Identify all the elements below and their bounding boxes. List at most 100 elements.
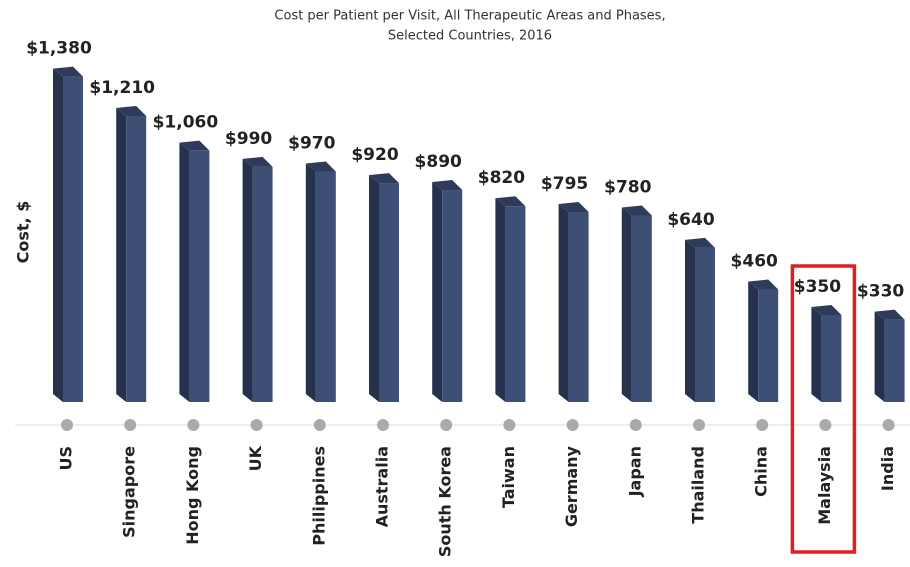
- value-label: $1,210: [89, 78, 155, 98]
- category-dot: [124, 419, 137, 431]
- x-tick-label: Taiwan: [499, 446, 518, 508]
- value-label: $460: [731, 252, 778, 272]
- bar-side: [305, 163, 316, 402]
- x-tick-label: Germany: [562, 445, 581, 527]
- value-label: $640: [667, 210, 714, 230]
- x-tick-label: Philippines: [309, 446, 328, 546]
- bar-front: [189, 150, 210, 402]
- value-label: $820: [478, 168, 525, 188]
- x-tick-label: Hong Kong: [183, 446, 202, 545]
- bar-front: [252, 166, 273, 402]
- bar-front: [126, 115, 147, 402]
- value-label: $890: [415, 152, 462, 172]
- bar-side: [874, 311, 885, 402]
- bar-side: [242, 158, 253, 402]
- chart-title: Cost per Patient per Visit, All Therapeu…: [274, 9, 665, 24]
- bar: [811, 305, 842, 402]
- category-dot: [566, 419, 579, 431]
- bar-front: [568, 212, 589, 402]
- category-dot: [756, 419, 769, 431]
- bar: [179, 140, 210, 402]
- bar: [53, 66, 83, 402]
- x-tick-label: US: [57, 446, 76, 471]
- value-label: $795: [541, 174, 588, 194]
- bar-side: [748, 281, 759, 402]
- x-tick-label: Malaysia: [815, 446, 834, 525]
- bar-side: [621, 207, 632, 402]
- bar: [874, 309, 905, 402]
- category-dot: [629, 419, 642, 431]
- y-axis-label: Cost, $: [14, 201, 33, 264]
- bar: [748, 279, 779, 402]
- bar-side: [685, 239, 695, 402]
- bar-side: [53, 68, 63, 402]
- category-dot: [61, 419, 73, 431]
- highlight-box: [790, 264, 857, 554]
- bar-top: [874, 309, 905, 320]
- x-tick-label: China: [752, 446, 771, 497]
- bar-top: [369, 173, 399, 184]
- category-dot: [503, 419, 516, 431]
- bar-front: [695, 247, 715, 402]
- bar-side: [558, 204, 569, 402]
- bar-top: [495, 196, 526, 207]
- bar-front: [884, 319, 905, 402]
- bar-side: [432, 182, 443, 402]
- x-tick-label: Singapore: [120, 446, 139, 538]
- bar-front: [315, 171, 336, 402]
- bar-front: [631, 215, 652, 402]
- value-label: $780: [604, 177, 651, 197]
- bar-front: [505, 206, 526, 402]
- bar-top: [179, 140, 210, 151]
- value-label: $920: [351, 145, 398, 165]
- bar-front: [379, 183, 399, 402]
- bar-top: [432, 180, 463, 191]
- bar-top: [242, 156, 273, 167]
- bar-top: [621, 205, 652, 216]
- category-dot: [187, 419, 200, 431]
- bar-top: [685, 237, 715, 248]
- bar-top: [305, 161, 336, 172]
- value-label: $990: [225, 129, 272, 149]
- value-label: $350: [794, 277, 841, 297]
- bar-side: [495, 198, 506, 402]
- bar: [432, 180, 463, 402]
- bar-side: [811, 307, 822, 402]
- bar: [305, 161, 336, 402]
- bar: [116, 105, 147, 402]
- value-label: $330: [857, 282, 904, 302]
- bar: [621, 205, 652, 402]
- bar-side: [369, 175, 379, 402]
- bar-top: [811, 305, 842, 315]
- x-tick-label: Australia: [373, 446, 392, 527]
- bar-front: [821, 315, 842, 402]
- category-dot: [377, 419, 389, 431]
- x-tick-label: South Korea: [436, 446, 455, 557]
- category-dot: [819, 419, 832, 431]
- category-dot: [693, 419, 705, 431]
- category-dot: [313, 419, 326, 431]
- bar-front: [758, 289, 779, 402]
- x-tick-label: UK: [246, 445, 265, 471]
- bar: [242, 156, 273, 402]
- bar: [558, 202, 589, 402]
- bar-side: [116, 107, 127, 402]
- value-label: $1,060: [153, 113, 219, 133]
- category-dot: [250, 419, 263, 431]
- bar-side: [179, 142, 190, 402]
- bar: [369, 173, 399, 402]
- x-tick-label: India: [878, 446, 897, 491]
- category-dot: [882, 419, 895, 431]
- bar-top: [748, 279, 779, 290]
- bar-top: [558, 202, 589, 213]
- x-tick-label: Thailand: [689, 446, 708, 524]
- bar-top: [116, 105, 147, 116]
- category-dot: [440, 419, 453, 431]
- bar-top: [53, 66, 83, 77]
- x-tick-label: Japan: [625, 446, 644, 497]
- value-label: $970: [288, 134, 335, 154]
- chart-title: Selected Countries, 2016: [388, 29, 552, 44]
- bar: [685, 237, 715, 402]
- bar-front: [442, 190, 463, 402]
